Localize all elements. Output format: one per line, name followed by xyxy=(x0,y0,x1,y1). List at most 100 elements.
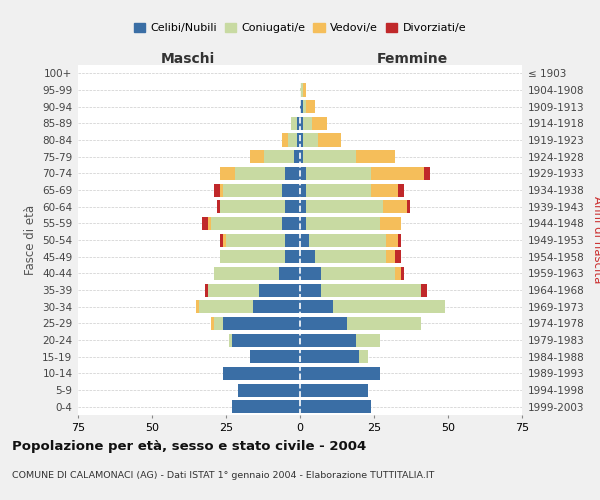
Bar xyxy=(315,250,386,263)
Bar xyxy=(220,250,285,263)
Text: Femmine: Femmine xyxy=(377,52,448,66)
Bar xyxy=(282,217,300,230)
Bar xyxy=(259,284,300,296)
Bar xyxy=(300,167,306,180)
Bar xyxy=(300,317,347,330)
Bar xyxy=(211,317,214,330)
Bar xyxy=(238,384,300,396)
Bar xyxy=(199,300,253,313)
Text: Popolazione per età, sesso e stato civile - 2004: Popolazione per età, sesso e stato civil… xyxy=(12,440,366,453)
Bar xyxy=(226,234,285,246)
Bar xyxy=(196,300,199,313)
Bar xyxy=(300,267,321,280)
Bar xyxy=(398,234,401,246)
Bar xyxy=(300,134,303,146)
Bar xyxy=(421,284,427,296)
Bar xyxy=(300,384,368,396)
Bar xyxy=(356,150,395,163)
Bar xyxy=(300,250,315,263)
Bar xyxy=(371,184,398,196)
Bar xyxy=(300,150,303,163)
Bar xyxy=(321,284,421,296)
Bar xyxy=(285,250,300,263)
Bar xyxy=(232,334,300,346)
Bar xyxy=(318,134,341,146)
Bar xyxy=(294,150,300,163)
Bar xyxy=(300,284,321,296)
Bar xyxy=(395,250,401,263)
Bar xyxy=(288,134,297,146)
Bar xyxy=(306,167,371,180)
Bar xyxy=(300,300,332,313)
Bar xyxy=(220,200,285,213)
Bar xyxy=(398,184,404,196)
Bar xyxy=(285,234,300,246)
Bar xyxy=(303,117,312,130)
Bar xyxy=(265,150,294,163)
Bar xyxy=(300,84,303,96)
Bar xyxy=(250,150,265,163)
Bar xyxy=(214,317,223,330)
Bar xyxy=(300,217,306,230)
Bar xyxy=(205,284,208,296)
Y-axis label: Fasce di età: Fasce di età xyxy=(23,205,37,275)
Bar xyxy=(297,134,300,146)
Bar xyxy=(291,117,297,130)
Bar xyxy=(211,217,282,230)
Bar xyxy=(282,184,300,196)
Bar xyxy=(223,184,282,196)
Bar xyxy=(386,234,398,246)
Bar xyxy=(285,167,300,180)
Bar xyxy=(386,250,395,263)
Bar xyxy=(208,284,259,296)
Bar xyxy=(306,100,315,113)
Bar xyxy=(303,84,306,96)
Bar xyxy=(214,267,279,280)
Bar xyxy=(300,334,356,346)
Bar xyxy=(223,367,300,380)
Bar xyxy=(300,350,359,363)
Bar xyxy=(306,184,371,196)
Bar xyxy=(300,234,309,246)
Bar xyxy=(359,350,368,363)
Bar xyxy=(282,134,288,146)
Bar xyxy=(220,167,235,180)
Bar xyxy=(306,217,380,230)
Bar xyxy=(309,234,386,246)
Bar xyxy=(401,267,404,280)
Bar xyxy=(300,400,371,413)
Bar xyxy=(223,234,226,246)
Bar xyxy=(279,267,300,280)
Bar xyxy=(321,267,395,280)
Bar xyxy=(383,200,407,213)
Bar xyxy=(235,167,285,180)
Bar xyxy=(250,350,300,363)
Bar xyxy=(220,234,223,246)
Bar xyxy=(300,100,303,113)
Bar xyxy=(223,317,300,330)
Bar xyxy=(300,184,306,196)
Bar xyxy=(312,117,326,130)
Legend: Celibi/Nubili, Coniugati/e, Vedovi/e, Divorziati/e: Celibi/Nubili, Coniugati/e, Vedovi/e, Di… xyxy=(130,18,470,38)
Bar xyxy=(208,217,211,230)
Bar xyxy=(217,200,220,213)
Bar xyxy=(300,117,303,130)
Bar xyxy=(303,150,356,163)
Bar xyxy=(229,334,232,346)
Text: Maschi: Maschi xyxy=(160,52,215,66)
Bar xyxy=(424,167,430,180)
Bar xyxy=(356,334,380,346)
Bar xyxy=(232,400,300,413)
Bar xyxy=(347,317,421,330)
Bar xyxy=(306,200,383,213)
Bar xyxy=(395,267,401,280)
Y-axis label: Anni di nascita: Anni di nascita xyxy=(591,196,600,284)
Bar xyxy=(371,167,424,180)
Bar xyxy=(220,184,223,196)
Bar xyxy=(300,200,306,213)
Bar xyxy=(253,300,300,313)
Bar xyxy=(332,300,445,313)
Bar xyxy=(407,200,410,213)
Bar xyxy=(303,100,306,113)
Bar xyxy=(297,117,300,130)
